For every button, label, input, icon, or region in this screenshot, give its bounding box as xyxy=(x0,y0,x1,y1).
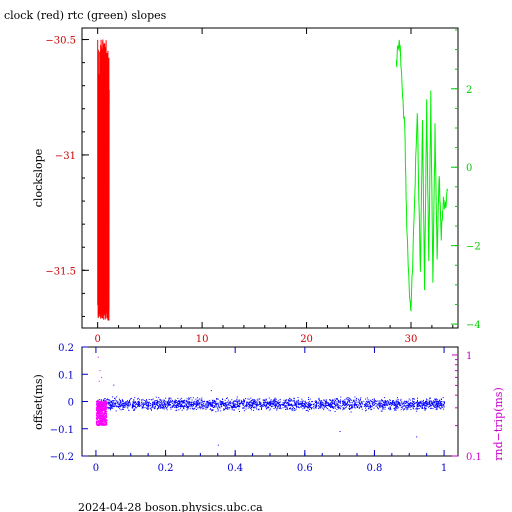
top-x-tick-label: 20 xyxy=(300,334,313,345)
bottom-right-y-axis: 10.1 xyxy=(452,351,482,463)
top-y2-tick-label: 0 xyxy=(466,163,472,174)
top-x-axis: 0 10 20 30 xyxy=(94,28,454,345)
bottom-x-tick-label: 1 xyxy=(441,463,447,474)
top-x-tick-label: 0 xyxy=(94,334,100,345)
offset-axis-label: offset(ms) xyxy=(32,374,45,430)
top-y2-tick-label: −2 xyxy=(466,242,481,253)
bottom-left-y-axis: 0.2 0.1 0 −0.1 −0.2 xyxy=(50,343,88,463)
offset-points xyxy=(96,384,445,446)
bottom-y2-tick-label: 1 xyxy=(466,351,472,362)
bottom-y2-tick-label: 0.1 xyxy=(466,452,482,463)
bottom-x-tick-label: 0 xyxy=(93,463,99,474)
bottom-panel: 0 0.2 0.4 0.6 0.8 1 0.20.10−0.1−0.2 10.1 offs… xyxy=(32,343,505,474)
rtc-series xyxy=(395,39,449,312)
bottom-x-tick-label: 0.4 xyxy=(227,463,243,474)
top-x-tick-label: 30 xyxy=(405,334,418,345)
bottom-x-tick-label: 0.6 xyxy=(297,463,313,474)
bottom-y-tick-label: −0.1 xyxy=(50,425,74,436)
bottom-y-tick-label: 0.1 xyxy=(58,370,74,381)
rtc-series-line xyxy=(395,39,449,312)
footer-text: 2024-04-28 boson.physics.ubc.ca xyxy=(78,501,263,512)
bottom-x-axis: 0 0.2 0.4 0.6 0.8 1 xyxy=(93,347,447,474)
clock-series xyxy=(97,39,110,321)
top-x-tick-label: 10 xyxy=(196,334,209,345)
roundtrip-points xyxy=(95,356,108,427)
roundtrip-series xyxy=(95,356,108,427)
top-left-y-axis: −30.5 −31 −31.5 xyxy=(45,36,89,317)
top-y-tick-label: −30.5 xyxy=(45,36,76,47)
offset-series xyxy=(96,384,445,446)
bottom-x-tick-label: 0.2 xyxy=(158,463,174,474)
chart-title: clock (red) rtc (green) slopes xyxy=(4,9,167,22)
top-y2-tick-label: −4 xyxy=(466,320,481,331)
top-panel: 0 10 20 30 −30.5−31−31.5 20−2−4 clockslope xyxy=(32,27,481,345)
top-y-tick-label: −31.5 xyxy=(45,266,76,277)
top-y2-tick-label: 2 xyxy=(466,85,472,96)
roundtrip-axis-label: rnd−trip(ms) xyxy=(492,387,505,461)
bottom-y-tick-label: 0.2 xyxy=(58,343,74,354)
top-y-tick-label: −31 xyxy=(55,151,76,162)
clock-series-line xyxy=(97,39,110,321)
top-right-y-axis: 2 0 −2 −4 xyxy=(451,29,481,331)
bottom-x-tick-label: 0.8 xyxy=(366,463,382,474)
clockslope-axis-label: clockslope xyxy=(32,149,45,207)
bottom-y-tick-label: 0 xyxy=(68,398,74,409)
bottom-y-tick-label: −0.2 xyxy=(50,452,74,463)
